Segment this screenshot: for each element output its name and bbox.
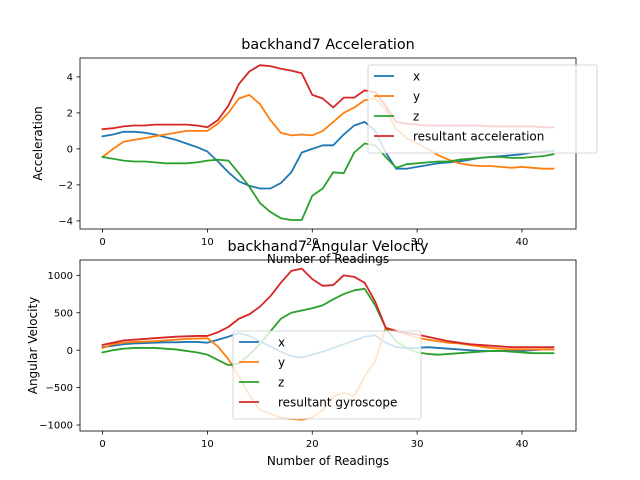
- acceleration-chart: 0 10 20 30 40 −4 −2 0 2 4 backhand7 Acceleration…: [31, 37, 598, 266]
- acceleration-legend-label-resultant-acceleration: resultant acceleration: [413, 130, 544, 144]
- angular-velocity-y-axis: −1000 −500 0 500 1000: [39, 271, 80, 432]
- angular-velocity-legend-label-x: x: [278, 336, 285, 350]
- angular-velocity-y-tick-label: −500: [46, 383, 73, 394]
- angular-velocity-title: backhand7 Angular Velocity: [227, 239, 429, 255]
- angular-velocity-axes-frame: [79, 259, 577, 432]
- angular-velocity-x-axis: 0 10 20 30 40: [99, 431, 528, 450]
- acceleration-y-tick-label: 4: [67, 73, 73, 84]
- angular-velocity-y-tick-label: 1000: [48, 271, 73, 282]
- acceleration-series-lines: [101, 64, 555, 221]
- acceleration-legend-label-x: x: [413, 70, 420, 84]
- acceleration-x-label: Number of Readings: [267, 252, 389, 266]
- acceleration-x-tick-label: 20: [306, 237, 319, 248]
- acceleration-y-tick-label: −2: [58, 181, 73, 192]
- angular-velocity-x-tick-label: 10: [201, 439, 214, 450]
- angular-velocity-series-resultant-gyroscope-line: [101, 267, 555, 349]
- angular-velocity-legend-label-resultant-gyroscope: resultant gyroscope: [278, 396, 397, 410]
- angular-velocity-legend-label-z: z: [278, 376, 284, 390]
- acceleration-y-axis: −4 −2 0 2 4: [58, 73, 80, 228]
- acceleration-y-tick-label: 0: [67, 145, 73, 156]
- acceleration-x-tick-label: 40: [516, 237, 529, 248]
- acceleration-legend: xyz resultant acceleration: [367, 64, 598, 154]
- acceleration-legend-label-y: y: [413, 90, 420, 104]
- angular-velocity-y-tick-label: −1000: [39, 421, 73, 432]
- angular-velocity-x-tick-label: 20: [306, 439, 319, 450]
- angular-velocity-x-tick-label: 40: [516, 439, 529, 450]
- angular-velocity-x-tick-label: 0: [99, 439, 105, 450]
- acceleration-title: backhand7 Acceleration: [241, 37, 415, 53]
- angular-velocity-x-label: Number of Readings: [267, 454, 389, 468]
- angular-velocity-x-tick-label: 30: [411, 439, 424, 450]
- angular-velocity-y-tick-label: 0: [67, 346, 73, 357]
- acceleration-series-y-line: [101, 94, 555, 170]
- acceleration-series-z-line: [101, 142, 555, 221]
- angular-velocity-y-tick-label: 500: [54, 308, 73, 319]
- angular-velocity-series-z-line: [101, 287, 555, 367]
- acceleration-y-label: Acceleration: [31, 106, 45, 181]
- acceleration-legend-label-z: z: [413, 110, 419, 124]
- acceleration-y-tick-label: −4: [58, 217, 73, 228]
- acceleration-x-tick-label: 30: [411, 237, 424, 248]
- angular-velocity-legend: xyz resultant gyroscope: [232, 330, 422, 420]
- angular-velocity-y-label: Angular Velocity: [26, 297, 40, 395]
- acceleration-y-tick-label: 2: [67, 109, 73, 120]
- acceleration-legend-box: [367, 64, 598, 154]
- acceleration-x-tick-label: 0: [99, 237, 105, 248]
- acceleration-x-axis: 0 10 20 30 40: [99, 229, 528, 248]
- angular-velocity-legend-box: [232, 330, 422, 420]
- angular-velocity-chart: 0 10 20 30 40 −1000 −500 0 500 1000 backhand7 An…: [26, 239, 577, 468]
- acceleration-x-tick-label: 10: [201, 237, 214, 248]
- angular-velocity-legend-label-y: y: [278, 356, 285, 370]
